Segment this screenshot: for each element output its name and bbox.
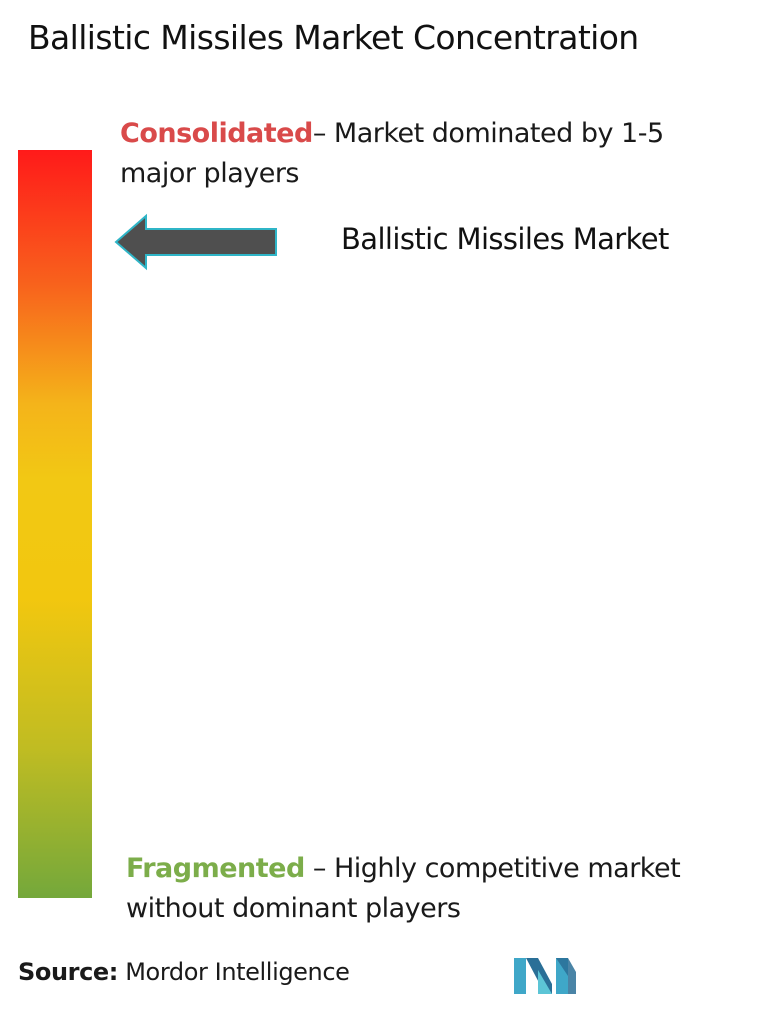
page-title: Ballistic Missiles Market Concentration bbox=[28, 18, 639, 57]
concentration-gradient-bar bbox=[18, 150, 92, 898]
fragmented-key: Fragmented bbox=[126, 853, 305, 884]
source-key: Source: bbox=[18, 958, 118, 986]
consolidated-description: – Market dominated by 1-5 major players bbox=[120, 118, 664, 189]
fragmented-description: – Highly competitive market without domi… bbox=[126, 853, 681, 924]
fragmented-caption: Fragmented – Highly competitive market w… bbox=[126, 849, 746, 929]
consolidated-key: Consolidated bbox=[120, 118, 313, 149]
consolidated-caption: Consolidated– Market dominated by 1-5 ma… bbox=[120, 114, 720, 194]
mordor-intelligence-logo bbox=[514, 958, 576, 994]
left-arrow-icon bbox=[114, 213, 277, 271]
market-label: Ballistic Missiles Market bbox=[341, 222, 669, 256]
source-line: Source: Mordor Intelligence bbox=[18, 958, 350, 986]
source-value: Mordor Intelligence bbox=[118, 958, 350, 986]
